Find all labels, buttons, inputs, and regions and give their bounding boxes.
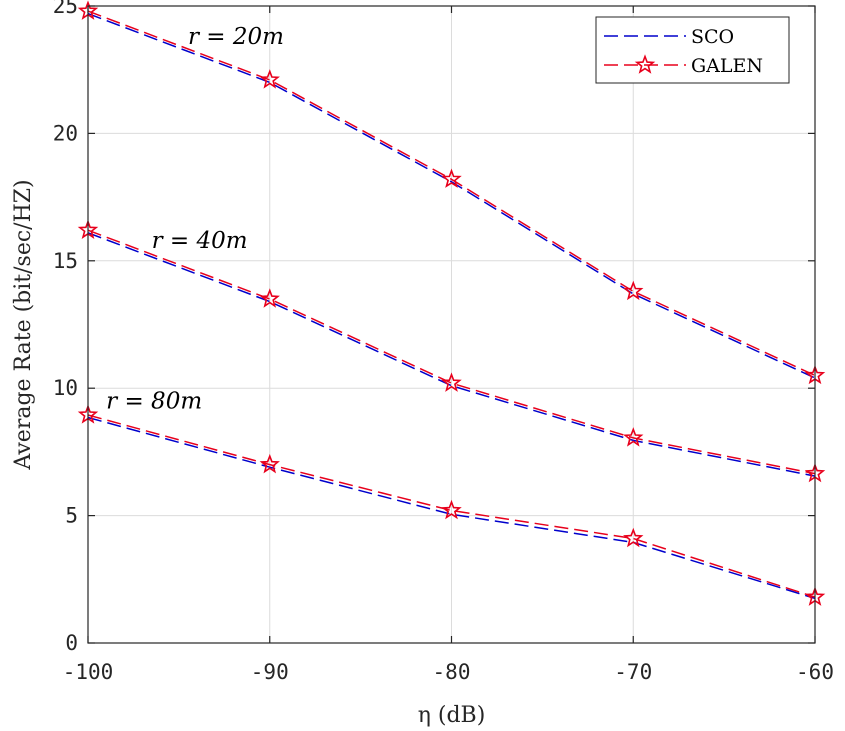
series-annotation: r = 80m xyxy=(106,389,202,415)
grid xyxy=(87,5,816,644)
series-line-galen xyxy=(87,414,816,598)
data-point-star xyxy=(441,372,462,392)
data-point-star xyxy=(441,499,462,520)
annotations: r = 20m r = 40m r = 80m xyxy=(106,24,284,414)
legend-box xyxy=(595,16,790,84)
x-axis-label: η (dB) xyxy=(418,703,486,728)
series-annotation: r = 40m xyxy=(152,228,248,254)
y-tick-label: 15 xyxy=(53,249,78,273)
y-axis-label: Average Rate (bit/sec/HZ) xyxy=(11,179,36,470)
series-line-galen xyxy=(87,10,816,377)
y-tick-label: 25 xyxy=(53,0,78,18)
series-line-sco xyxy=(87,232,816,477)
data-point-star xyxy=(623,527,644,548)
series-line-galen xyxy=(87,229,816,475)
data-point-star xyxy=(259,69,280,89)
x-tick-label: -90 xyxy=(251,660,289,684)
x-tick-label: -70 xyxy=(614,660,652,684)
data-point-star xyxy=(441,168,462,188)
y-tick-label: 10 xyxy=(53,376,78,400)
legend-label-sco: SCO xyxy=(691,26,734,48)
x-tick-label: -100 xyxy=(63,660,114,684)
x-tick-label: -80 xyxy=(433,660,471,684)
data-point-star xyxy=(259,453,280,474)
legend-label-galen: GALEN xyxy=(691,55,763,77)
data-point-star xyxy=(259,288,280,308)
series-line-sco xyxy=(87,12,816,379)
series-lines xyxy=(87,10,816,600)
data-point-star xyxy=(623,280,644,301)
series-annotation: r = 20m xyxy=(188,24,284,50)
data-point-star xyxy=(623,427,644,447)
y-tick-label: 20 xyxy=(53,121,78,145)
y-tick-label: 0 xyxy=(65,631,78,655)
axis-ticks: -100 -90 -80 -70 -60 0 5 10 15 20 25 xyxy=(53,0,834,684)
legend-star-icon xyxy=(634,54,656,74)
series-line-sco xyxy=(87,416,816,600)
legend: SCO GALEN xyxy=(595,16,790,84)
x-tick-label: -60 xyxy=(796,660,834,684)
y-tick-label: 5 xyxy=(65,504,78,528)
